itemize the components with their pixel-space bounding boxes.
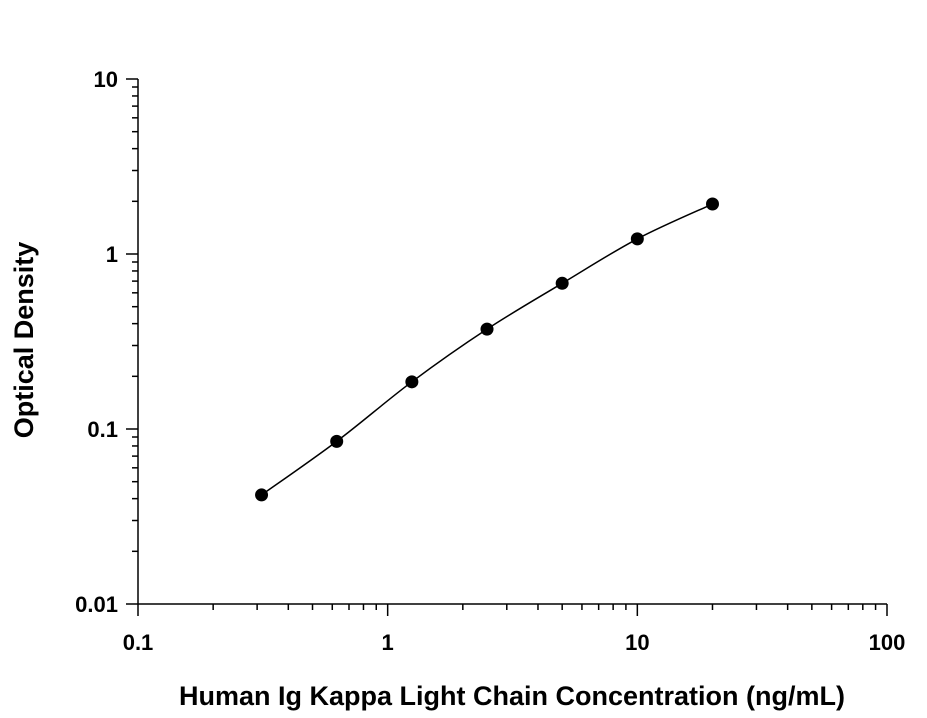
x-axis-title: Human Ig Kappa Light Chain Concentration… bbox=[179, 681, 845, 711]
data-point bbox=[555, 276, 569, 290]
y-axis-title: Optical Density bbox=[9, 242, 39, 439]
data-point bbox=[255, 488, 269, 502]
fit-curve bbox=[261, 203, 713, 496]
x-tick-label: 10 bbox=[625, 630, 649, 655]
y-tick-label: 1 bbox=[106, 242, 118, 267]
y-tick-label: 0.1 bbox=[87, 417, 118, 442]
x-tick-label: 1 bbox=[382, 630, 394, 655]
x-tick-label: 0.1 bbox=[123, 630, 154, 655]
x-tick-label: 100 bbox=[869, 630, 906, 655]
data-point bbox=[705, 197, 719, 211]
y-tick-label: 0.01 bbox=[75, 592, 118, 617]
data-point bbox=[630, 232, 644, 246]
y-tick-label: 10 bbox=[94, 67, 118, 92]
data-point bbox=[480, 322, 494, 336]
data-point bbox=[330, 434, 344, 448]
data-point bbox=[405, 375, 419, 389]
